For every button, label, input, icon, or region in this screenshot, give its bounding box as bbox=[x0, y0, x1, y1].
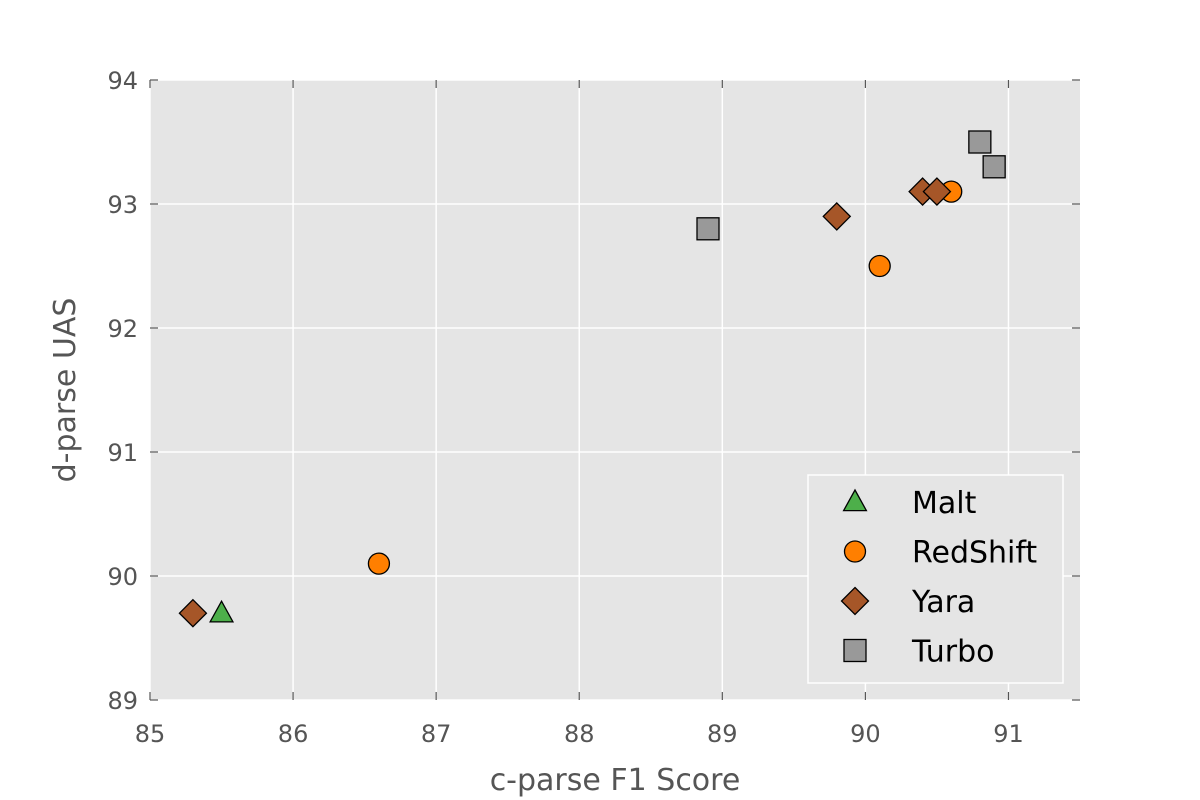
x-tick-label: 91 bbox=[993, 720, 1024, 748]
y-tick-label: 89 bbox=[107, 687, 138, 715]
data-point-turbo bbox=[982, 155, 1006, 179]
grid bbox=[149, 79, 1080, 701]
x-tick-label: 85 bbox=[135, 720, 166, 748]
data-point-yara bbox=[178, 598, 208, 628]
legend-marker-turbo bbox=[843, 638, 867, 663]
legend-label-redshift: RedShift bbox=[912, 536, 1037, 571]
data-point-redshift bbox=[367, 552, 391, 575]
x-tick-label: 89 bbox=[707, 720, 738, 748]
x-tick-label: 90 bbox=[850, 720, 881, 748]
legend-marker-yara bbox=[840, 586, 870, 616]
x-axis-title: c-parse F1 Score bbox=[490, 763, 741, 798]
x-tick-label: 87 bbox=[421, 720, 452, 748]
data-points bbox=[178, 130, 1006, 628]
x-tick-label: 88 bbox=[564, 720, 595, 748]
legend-label-malt: Malt bbox=[912, 486, 977, 521]
y-tick-label: 91 bbox=[107, 439, 138, 467]
data-point-yara bbox=[922, 177, 952, 207]
x-tick-label: 86 bbox=[278, 720, 309, 748]
data-point-turbo bbox=[968, 130, 992, 154]
legend-marker-malt bbox=[842, 488, 868, 512]
legend: Malt RedShift Yara Turbo bbox=[807, 474, 1064, 684]
y-tick-label: 90 bbox=[107, 563, 138, 591]
x-tick-labels: 85 86 87 88 89 90 91 bbox=[135, 720, 1024, 748]
y-tick-label: 93 bbox=[107, 191, 138, 219]
y-tick-labels: 89 90 91 92 93 94 bbox=[107, 67, 138, 715]
axis-ticks bbox=[149, 79, 1080, 701]
legend-label-turbo: Turbo bbox=[911, 635, 995, 670]
data-point-yara bbox=[822, 201, 852, 231]
y-axis-title: d-parse UAS bbox=[48, 298, 83, 483]
y-tick-label: 92 bbox=[107, 315, 138, 343]
data-point-redshift bbox=[868, 254, 891, 278]
legend-label-yara: Yara bbox=[911, 585, 975, 620]
data-point-malt bbox=[209, 599, 235, 623]
legend-marker-redshift bbox=[843, 540, 867, 563]
y-tick-label: 94 bbox=[107, 67, 138, 95]
data-point-turbo bbox=[696, 217, 720, 241]
